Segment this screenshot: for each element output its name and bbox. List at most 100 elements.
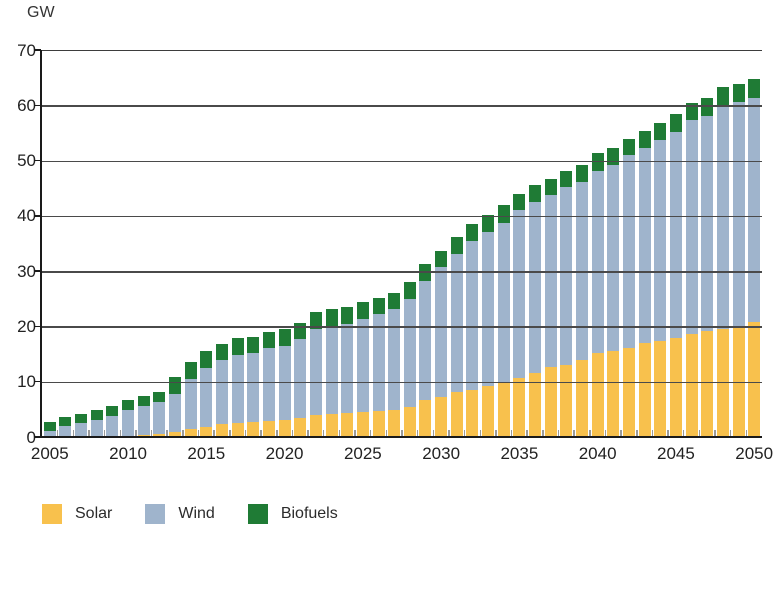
bar-2030[interactable] xyxy=(435,250,448,437)
bar-segment-biofuels-2037[interactable] xyxy=(544,178,557,196)
bar-2012[interactable] xyxy=(153,391,166,437)
bar-2011[interactable] xyxy=(137,395,150,437)
bar-segment-wind-2006[interactable] xyxy=(59,425,72,437)
bar-segment-wind-2014[interactable] xyxy=(184,378,197,430)
bar-2023[interactable] xyxy=(325,309,338,437)
bar-segment-solar-2030[interactable] xyxy=(435,396,448,437)
bar-segment-solar-2015[interactable] xyxy=(200,426,213,437)
bar-segment-solar-2034[interactable] xyxy=(497,382,510,437)
bar-2029[interactable] xyxy=(419,263,432,437)
bar-2049[interactable] xyxy=(732,84,745,437)
bar-segment-solar-2038[interactable] xyxy=(560,364,573,437)
bar-segment-wind-2025[interactable] xyxy=(356,318,369,412)
bar-2024[interactable] xyxy=(341,307,354,437)
bar-2043[interactable] xyxy=(638,131,651,437)
bar-segment-biofuels-2032[interactable] xyxy=(466,224,479,241)
bar-segment-wind-2021[interactable] xyxy=(294,338,307,418)
bar-segment-biofuels-2050[interactable] xyxy=(748,79,761,99)
bar-segment-solar-2012[interactable] xyxy=(153,434,166,437)
bar-segment-solar-2045[interactable] xyxy=(669,338,682,437)
bar-segment-wind-2042[interactable] xyxy=(622,154,635,348)
bar-2025[interactable] xyxy=(356,302,369,437)
bar-segment-wind-2034[interactable] xyxy=(497,222,510,383)
bar-segment-biofuels-2019[interactable] xyxy=(262,331,275,348)
bar-segment-biofuels-2041[interactable] xyxy=(607,148,620,165)
bar-segment-solar-2043[interactable] xyxy=(638,343,651,437)
bar-segment-solar-2035[interactable] xyxy=(513,377,526,437)
bar-segment-wind-2005[interactable] xyxy=(43,431,56,437)
bar-segment-biofuels-2030[interactable] xyxy=(435,250,448,268)
bar-segment-wind-2043[interactable] xyxy=(638,148,651,344)
bar-segment-wind-2045[interactable] xyxy=(669,131,682,339)
bar-segment-wind-2028[interactable] xyxy=(403,299,416,407)
bar-segment-biofuels-2020[interactable] xyxy=(278,329,291,346)
bar-segment-biofuels-2011[interactable] xyxy=(137,395,150,407)
bar-segment-biofuels-2015[interactable] xyxy=(200,351,213,368)
bar-segment-biofuels-2025[interactable] xyxy=(356,302,369,319)
bar-segment-solar-2033[interactable] xyxy=(482,385,495,437)
bar-segment-biofuels-2018[interactable] xyxy=(247,336,260,353)
bar-2032[interactable] xyxy=(466,224,479,437)
bar-2009[interactable] xyxy=(106,406,119,437)
bar-segment-wind-2029[interactable] xyxy=(419,281,432,400)
bar-segment-wind-2044[interactable] xyxy=(654,140,667,342)
bar-segment-biofuels-2022[interactable] xyxy=(309,311,322,329)
bar-segment-biofuels-2036[interactable] xyxy=(529,185,542,203)
bar-segment-wind-2019[interactable] xyxy=(262,348,275,421)
bar-segment-solar-2019[interactable] xyxy=(262,420,275,437)
bar-segment-biofuels-2005[interactable] xyxy=(43,421,56,432)
bar-segment-solar-2047[interactable] xyxy=(701,331,714,437)
bar-segment-solar-2031[interactable] xyxy=(450,392,463,437)
bar-2044[interactable] xyxy=(654,123,667,437)
bar-segment-solar-2021[interactable] xyxy=(294,417,307,437)
bar-segment-biofuels-2049[interactable] xyxy=(732,84,745,102)
bar-2010[interactable] xyxy=(122,399,135,437)
bar-segment-biofuels-2021[interactable] xyxy=(294,322,307,339)
bar-segment-biofuels-2044[interactable] xyxy=(654,123,667,141)
bar-segment-wind-2016[interactable] xyxy=(216,360,228,425)
bar-segment-biofuels-2013[interactable] xyxy=(169,377,182,394)
bar-segment-wind-2011[interactable] xyxy=(137,406,150,436)
bar-segment-biofuels-2024[interactable] xyxy=(341,307,354,324)
bar-segment-solar-2023[interactable] xyxy=(325,414,338,437)
bar-segment-biofuels-2035[interactable] xyxy=(513,193,526,211)
bar-segment-solar-2025[interactable] xyxy=(356,411,369,437)
bar-segment-biofuels-2010[interactable] xyxy=(122,399,135,410)
bar-segment-wind-2046[interactable] xyxy=(685,120,698,334)
bar-segment-solar-2042[interactable] xyxy=(622,348,635,437)
bar-2021[interactable] xyxy=(294,322,307,437)
bar-segment-solar-2029[interactable] xyxy=(419,399,432,437)
bar-segment-wind-2008[interactable] xyxy=(90,420,103,437)
bar-2013[interactable] xyxy=(169,377,182,437)
bar-segment-wind-2050[interactable] xyxy=(748,98,761,323)
bar-segment-solar-2037[interactable] xyxy=(544,366,557,437)
bar-2028[interactable] xyxy=(403,282,416,437)
bar-segment-wind-2041[interactable] xyxy=(607,165,620,352)
bar-segment-biofuels-2042[interactable] xyxy=(622,139,635,155)
bar-segment-biofuels-2008[interactable] xyxy=(90,410,103,421)
bar-segment-wind-2024[interactable] xyxy=(341,323,354,414)
bar-segment-biofuels-2039[interactable] xyxy=(576,165,588,183)
bar-segment-wind-2035[interactable] xyxy=(513,210,526,378)
bar-segment-wind-2027[interactable] xyxy=(388,309,401,410)
bar-segment-wind-2012[interactable] xyxy=(153,401,166,435)
bar-segment-wind-2013[interactable] xyxy=(169,393,182,433)
bar-segment-solar-2017[interactable] xyxy=(231,423,244,437)
bar-2033[interactable] xyxy=(482,215,495,437)
bar-2046[interactable] xyxy=(685,102,698,437)
bar-segment-solar-2046[interactable] xyxy=(685,333,698,437)
bar-segment-biofuels-2009[interactable] xyxy=(106,406,119,416)
bar-2026[interactable] xyxy=(372,297,385,437)
bar-segment-biofuels-2045[interactable] xyxy=(669,114,682,132)
bar-2047[interactable] xyxy=(701,98,714,437)
bar-2007[interactable] xyxy=(75,413,88,437)
bar-2042[interactable] xyxy=(622,139,635,437)
bar-2039[interactable] xyxy=(576,165,588,437)
bar-2022[interactable] xyxy=(309,311,322,437)
bar-2034[interactable] xyxy=(497,205,510,437)
bar-2050[interactable] xyxy=(748,79,761,437)
bar-segment-solar-2024[interactable] xyxy=(341,413,354,437)
bar-segment-solar-2020[interactable] xyxy=(278,419,291,437)
bar-segment-solar-2039[interactable] xyxy=(576,360,588,437)
bar-segment-biofuels-2017[interactable] xyxy=(231,338,244,355)
